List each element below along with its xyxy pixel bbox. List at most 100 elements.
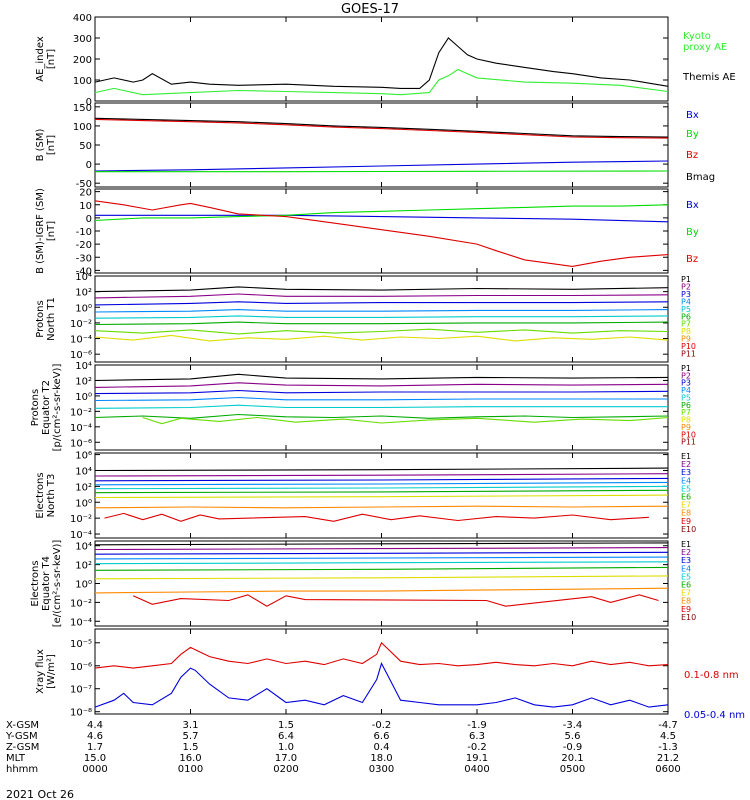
- legend-entry: 0.1-0.8 nm: [684, 670, 739, 681]
- series-line: [94, 505, 669, 509]
- y-tick-label: 10⁻⁴: [70, 335, 92, 346]
- legend-entry: proxy AE: [683, 42, 727, 53]
- legend-entry: Bmag: [686, 172, 715, 183]
- legend-entry: E2: [681, 548, 691, 557]
- series-line: [94, 473, 669, 477]
- y-tick-label: 10⁻⁷: [70, 685, 92, 696]
- legend-entry: P3: [681, 290, 691, 299]
- legend-entry: Kyoto: [683, 31, 711, 42]
- x-row-value: 6.3: [469, 731, 485, 742]
- y-tick-label: 10⁻²: [70, 407, 92, 418]
- panel-bigrf: 20 10 0 -10 -20 -30 -40 B (SM)-IGRF (SM) [nT] Bx B…: [35, 188, 699, 278]
- y-tick-label: 10⁻⁵: [70, 639, 92, 650]
- series-line: [94, 309, 669, 313]
- y-tick-label: 10⁴: [75, 272, 92, 283]
- panel-frame: [94, 16, 669, 102]
- x-row-value: -3.4: [563, 720, 583, 731]
- y-axis-label: Electrons: [35, 472, 46, 518]
- legend-entry: E10: [681, 525, 696, 534]
- x-row-value: 3.1: [183, 720, 199, 731]
- series-line: [94, 293, 669, 299]
- legend-entry: E1: [681, 452, 691, 461]
- series-line: [94, 494, 669, 499]
- legend-entry: P6: [681, 312, 691, 321]
- series-line: [94, 117, 669, 138]
- x-row-value: 16.0: [179, 753, 201, 764]
- legend-entry: E7: [681, 589, 691, 598]
- series-line: [94, 286, 669, 293]
- x-row-value: 6.6: [374, 731, 390, 742]
- y-tick-label: 10⁻²: [70, 319, 92, 330]
- x-row-value: 0300: [369, 764, 394, 775]
- x-row-value: -0.2: [372, 720, 392, 731]
- y-tick-label: 10: [79, 201, 92, 212]
- y-tick-label: 10⁰: [75, 498, 92, 509]
- legend-entry: 0.05-0.4 nm: [684, 710, 745, 721]
- y-tick-label: 10⁻⁴: [70, 617, 92, 628]
- y-tick-label: 10⁻⁶: [70, 438, 92, 449]
- series-line: [94, 575, 669, 580]
- y-tick-label: 10⁶: [75, 451, 92, 462]
- x-row-value: 4.4: [87, 720, 103, 731]
- y-tick-label: 10⁻²: [70, 514, 92, 525]
- legend-entry: P10: [681, 430, 696, 439]
- y-axis-label: Electrons: [30, 560, 41, 606]
- series-line: [94, 481, 669, 486]
- y-tick-label: 10⁴: [75, 542, 92, 553]
- series-line: [94, 396, 668, 402]
- series-line: [94, 467, 669, 472]
- y-tick-label: -30: [76, 253, 92, 264]
- y-tick-label: 10⁻⁸: [70, 708, 92, 719]
- legend-entry: E7: [681, 501, 691, 510]
- x-row-value: -1.9: [467, 720, 487, 731]
- legend-entry: P10: [681, 342, 696, 351]
- x-axis-table: X-GSM 4.4 3.1 1.5 -0.2 -1.9 -3.4 -4.7 Y-GSM 4.6 5.…: [5, 720, 681, 775]
- y-tick-label: 20: [79, 188, 92, 199]
- x-row-label: X-GSM: [6, 720, 39, 731]
- x-row-value: 4.6: [87, 731, 103, 742]
- figure-title: GOES-17: [341, 2, 399, 17]
- legend-entry: By: [686, 129, 699, 140]
- x-row-value: 19.1: [466, 753, 488, 764]
- series-line: [94, 662, 669, 708]
- y-tick-label: 10⁻⁶: [70, 350, 92, 361]
- series-line: [94, 556, 669, 560]
- legend-entry: E8: [681, 509, 691, 518]
- y-axis-label: [nT]: [46, 135, 57, 155]
- series-line: [94, 328, 669, 335]
- x-row-label: hhmm: [6, 764, 38, 775]
- y-tick-label: 10⁻⁴: [70, 530, 92, 541]
- x-row-value: -4.7: [658, 720, 678, 731]
- x-row-value: 1.0: [278, 742, 294, 753]
- series-line: [132, 594, 659, 607]
- x-row-value: 0600: [655, 764, 680, 775]
- x-row-label: MLT: [6, 753, 26, 764]
- x-row-value: 6.4: [278, 731, 294, 742]
- y-tick-label: -20: [76, 240, 92, 251]
- series-line: [94, 382, 669, 388]
- y-axis-label: Equator T4: [41, 556, 52, 611]
- legend-entry: P8: [681, 416, 691, 425]
- x-row-value: 0.4: [374, 742, 390, 753]
- y-tick-label: 10⁻⁴: [70, 423, 92, 434]
- x-row-value: -0.2: [467, 742, 487, 753]
- y-axis-label: [W/m²]: [46, 654, 57, 689]
- legend-entry: P4: [681, 386, 691, 395]
- series-line: [94, 301, 669, 306]
- legend-entry: P3: [681, 379, 691, 388]
- y-tick-label: 100: [73, 122, 92, 133]
- series-line: [94, 68, 669, 96]
- legend-entry: Bz: [686, 150, 698, 161]
- y-tick-label: 10⁴: [75, 466, 92, 477]
- y-tick-label: 0: [86, 97, 92, 108]
- y-axis-label: B (SM)-IGRF (SM): [35, 188, 46, 274]
- series-line: [94, 321, 669, 326]
- legend-entry: E4: [681, 564, 691, 573]
- x-row-value: 4.5: [660, 731, 676, 742]
- legend-entry: E2: [681, 460, 691, 469]
- legend-entry: E4: [681, 476, 691, 485]
- legend-entry: E5: [681, 484, 691, 493]
